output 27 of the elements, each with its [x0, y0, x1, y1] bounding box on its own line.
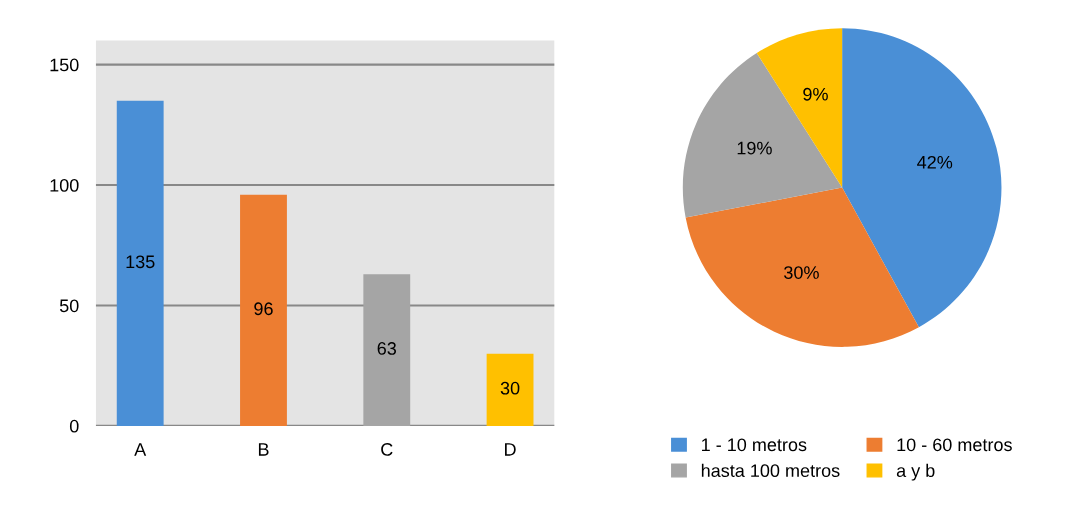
x-tick-label: A [134, 443, 147, 456]
y-tick-label: 0 [69, 419, 79, 433]
legend-label: 10 - 60 metros [897, 438, 1012, 452]
data-label: 30 [500, 381, 520, 395]
data-label: 42% [917, 155, 953, 169]
data-label: 19% [737, 141, 772, 155]
legend-label: a y b [896, 463, 935, 481]
data-label: 63 [377, 342, 397, 355]
bar [363, 274, 411, 426]
bar [240, 194, 287, 426]
pie-slice [682, 53, 843, 218]
y-tick-label: 100 [50, 178, 79, 192]
data-label: 96 [254, 302, 273, 316]
pie-slice [685, 187, 919, 347]
x-tick-label: B [258, 443, 269, 456]
pie-slice [842, 28, 1002, 328]
x-tick-label: D [505, 443, 516, 456]
data-label: 135 [126, 255, 155, 269]
data-label: 9% [803, 87, 828, 101]
data-label: 30% [784, 266, 819, 279]
x-tick-label: C [381, 443, 393, 456]
legend-label: hasta 100 metros [701, 463, 840, 478]
bar [486, 353, 534, 426]
bar [116, 100, 164, 426]
y-tick-label: 150 [50, 58, 79, 72]
y-tick-label: 50 [59, 299, 79, 313]
legend-label: 1 - 10 metros [702, 438, 807, 452]
